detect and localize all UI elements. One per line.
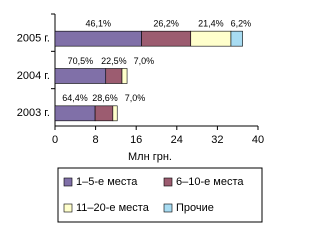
bar-segment (54, 30, 142, 47)
x-tick-label: 40 (252, 134, 264, 146)
percent-label: 6,2% (231, 19, 252, 29)
bar-segment (230, 30, 243, 47)
chart: Млн грн. 0 8 16 24 32 40 2005 г. 46,1% 26,2% 21,4… (17, 13, 264, 223)
bar-segment (54, 105, 96, 122)
x-tick-label: 8 (93, 134, 99, 146)
x-tick-label: 16 (130, 134, 142, 146)
x-tick-label: 24 (171, 134, 183, 146)
y-tick-label: 2004 г. (17, 70, 50, 82)
bar-segment (141, 30, 192, 47)
percent-label: 7,0% (125, 93, 146, 103)
x-axis-label: Млн грн. (128, 151, 172, 163)
legend-swatch (163, 203, 173, 213)
percent-label: 46,1% (86, 19, 112, 29)
legend-swatch (63, 203, 73, 213)
bar-segment (112, 105, 118, 122)
y-tick-label: 2005 г. (17, 33, 50, 45)
percent-label: 70,5% (68, 56, 94, 66)
legend-label: 6–10-е места (176, 176, 244, 188)
legend-label: Прочие (176, 202, 214, 214)
percent-label: 28,6% (92, 93, 118, 103)
x-tick-label: 0 (52, 134, 58, 146)
bar-segment (54, 68, 107, 84)
legend-label: 1–5-е места (76, 176, 138, 188)
legend-label: 11–20-е места (76, 202, 150, 214)
percent-label: 64,4% (62, 93, 88, 103)
bar-segment (94, 105, 114, 122)
bar-segment (121, 68, 128, 84)
legend-swatch (163, 177, 173, 187)
percent-label: 7,0% (134, 56, 155, 66)
percent-label: 26,2% (153, 19, 179, 29)
bar-segment (190, 30, 232, 47)
y-tick-label: 2003 г. (17, 107, 50, 119)
x-tick-label: 32 (211, 134, 223, 146)
percent-label: 22,5% (101, 56, 127, 66)
legend-swatch (63, 177, 73, 187)
bar-segment (105, 68, 123, 84)
legend-box (57, 167, 263, 223)
percent-label: 21,4% (198, 19, 224, 29)
